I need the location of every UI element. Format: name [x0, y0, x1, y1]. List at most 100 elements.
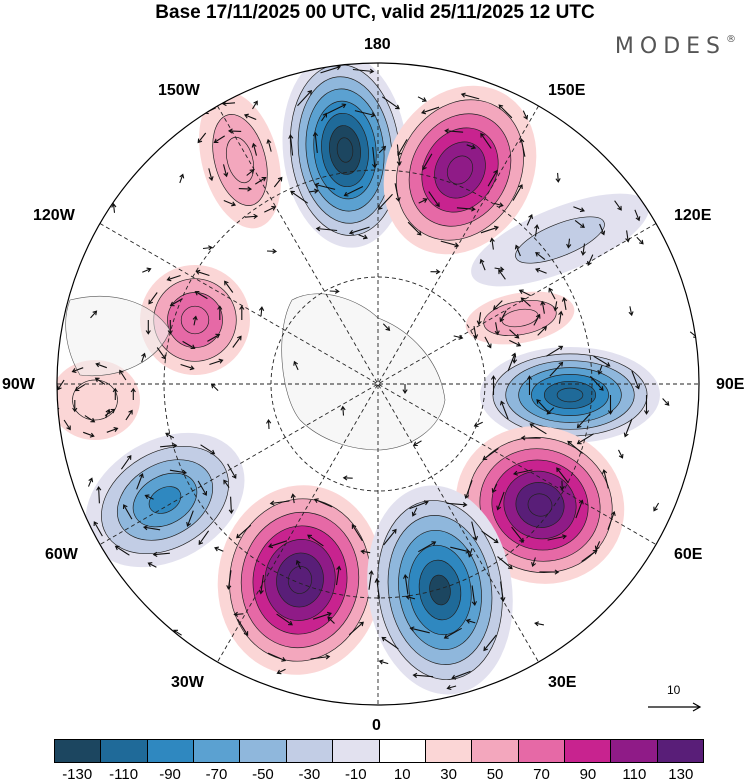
wind-arrow [217, 305, 223, 320]
lon-label-150w: 150W [158, 82, 200, 99]
wind-arrow [643, 395, 650, 415]
wind-arrow [430, 269, 441, 275]
wind-arrow [165, 432, 175, 439]
wind-arrow [378, 145, 387, 154]
colorbar-bin-8 [425, 740, 473, 762]
wind-arrow [487, 169, 498, 187]
wind-arrow [518, 289, 531, 297]
wind-arrow [509, 339, 522, 347]
wind-arrow [290, 190, 309, 204]
wind-arrow [194, 290, 208, 300]
wind-arrow [509, 329, 520, 339]
wind-arrow [628, 306, 634, 317]
wind-arrow [465, 618, 476, 624]
wind-arrow [268, 540, 288, 549]
wind-arrow [166, 274, 181, 282]
wind-arrow [512, 184, 523, 201]
wind-arrow [493, 202, 504, 208]
wind-arrow [597, 365, 603, 375]
wind-arrow [428, 191, 440, 208]
lon-label-120e: 120E [674, 207, 712, 224]
wind-arrow [480, 225, 499, 234]
wind-arrow [192, 315, 198, 326]
wind-arrow [581, 549, 598, 563]
colorbar-tick-label: -90 [159, 766, 181, 783]
wind-arrow [464, 480, 473, 499]
wind-arrow [93, 521, 103, 537]
wind-arrow [343, 186, 364, 197]
wind-arrow [94, 377, 106, 385]
wind-arrow [308, 188, 319, 194]
lon-label-150e: 150E [548, 82, 586, 99]
wind-arrow [142, 525, 161, 531]
wind-arrow [202, 245, 213, 251]
colorbar-bin-11 [564, 740, 612, 762]
anomaly-high-120e [465, 291, 575, 345]
wind-arrow [383, 528, 397, 546]
wind-arrow [227, 128, 242, 134]
wind-arrow [130, 387, 136, 400]
wind-arrow [83, 431, 95, 438]
wind-arrow [566, 238, 572, 249]
colorbar-bin-12 [611, 740, 658, 762]
wind-arrow [197, 132, 207, 144]
wind-arrow [120, 454, 132, 470]
wind-arrow [456, 206, 476, 212]
modes-logo: MODES® [615, 34, 736, 59]
wind-arrow [352, 68, 375, 74]
wind-arrow [556, 467, 569, 484]
wind-arrow [312, 611, 332, 620]
wind-arrow [411, 507, 418, 517]
wind-arrow [63, 419, 71, 431]
wind-arrow [72, 400, 78, 413]
wind-arrow [546, 345, 564, 357]
wind-arrow [156, 347, 166, 360]
wind-arrow [634, 209, 641, 222]
wind-arrow [122, 504, 133, 520]
registered-mark: ® [726, 34, 736, 45]
wind-arrow [479, 258, 486, 271]
wind-arrow [412, 440, 422, 447]
anomaly-contour [501, 308, 539, 328]
colorbar-bin-13 [657, 740, 704, 762]
wind-arrow [494, 322, 500, 336]
wind-arrow [255, 177, 267, 185]
wind-arrow [418, 541, 437, 553]
wind-arrow [403, 573, 409, 595]
wind-arrow [573, 206, 585, 213]
wind-arrow [144, 494, 154, 500]
anomaly-low-60w [85, 432, 245, 568]
wind-arrow [382, 323, 391, 332]
wind-arrow [451, 670, 471, 680]
wind-arrow [210, 383, 219, 391]
wind-arrow [95, 362, 107, 369]
wind-arrow [472, 326, 479, 340]
wind-arrow [601, 469, 609, 489]
anomaly-contour [225, 136, 255, 184]
wind-arrow [476, 312, 482, 326]
wind-arrow [443, 627, 462, 639]
wind-arrow [315, 226, 338, 232]
wind-arrow [327, 616, 335, 624]
wind-arrow [198, 530, 210, 546]
wind-arrow [512, 353, 518, 364]
wind-arrow [534, 621, 545, 627]
wind-arrow [147, 562, 157, 568]
wind-arrow [580, 243, 586, 256]
wind-arrow [214, 546, 224, 552]
wind-arrow [167, 320, 173, 335]
wind-arrow [232, 335, 242, 348]
wind-arrow [112, 387, 118, 400]
wind-arrow [512, 469, 533, 476]
wind-arrow [473, 421, 483, 428]
wind-arrow [499, 310, 507, 323]
wind-arrow [481, 530, 499, 544]
wind-arrow [589, 375, 604, 391]
wind-arrow [520, 297, 531, 307]
wind-arrow [252, 100, 258, 110]
reference-vector-label: 10 [667, 683, 681, 697]
wind-arrow [407, 221, 422, 236]
colorbar-tick-label: -110 [109, 766, 139, 783]
wind-arrow [233, 611, 244, 617]
wind-arrow [208, 168, 214, 182]
